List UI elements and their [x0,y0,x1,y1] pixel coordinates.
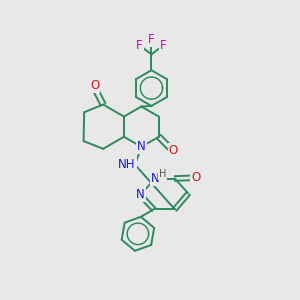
Text: N: N [137,140,146,153]
Text: F: F [160,39,167,52]
Text: O: O [169,143,178,157]
Text: O: O [90,79,99,92]
Text: H: H [159,169,166,179]
Text: O: O [191,171,200,184]
Text: F: F [136,39,143,52]
Text: NH: NH [118,158,136,171]
Text: N: N [151,172,160,185]
Text: N: N [136,188,145,201]
Text: F: F [148,33,155,46]
